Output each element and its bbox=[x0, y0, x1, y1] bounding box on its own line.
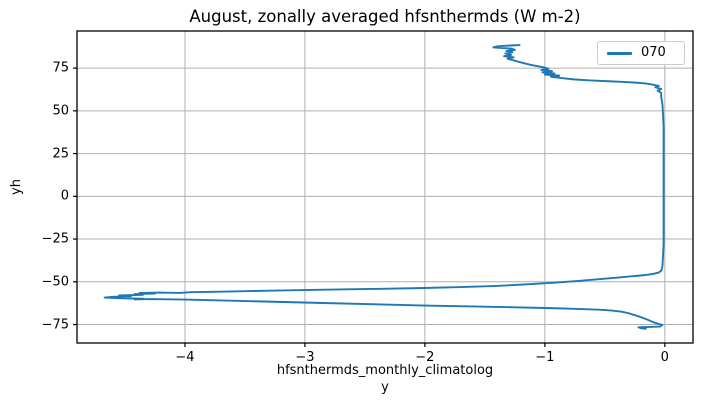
x-axis-label: hfsnthermds_monthly_climatolog y bbox=[77, 362, 693, 396]
y-axis-label: yh bbox=[9, 179, 24, 195]
y-tick-label: −75 bbox=[41, 317, 69, 333]
axes-spines bbox=[76, 30, 694, 344]
legend-entry-label: 070 bbox=[641, 45, 666, 60]
y-tick-label: 0 bbox=[60, 188, 69, 204]
x-axis-label-line1: hfsnthermds_monthly_climatolog bbox=[276, 363, 494, 378]
y-tick-label: 50 bbox=[52, 103, 69, 119]
series-070-line bbox=[103, 44, 665, 330]
x-tick-label: −3 bbox=[295, 350, 315, 365]
y-tick-label: −25 bbox=[41, 231, 69, 247]
y-tick-label: 75 bbox=[52, 60, 69, 76]
x-tick-label: −1 bbox=[535, 350, 555, 365]
y-tick-label: 25 bbox=[52, 146, 69, 162]
x-tick-label: −2 bbox=[415, 350, 435, 365]
y-tick-label: −50 bbox=[41, 274, 69, 290]
legend: 070 bbox=[597, 41, 685, 65]
chart-title: August, zonally averaged hfsnthermds (W … bbox=[189, 7, 581, 26]
x-tick-label: −4 bbox=[175, 350, 195, 365]
x-axis-label-line2: y bbox=[381, 380, 389, 395]
x-tick-label: 0 bbox=[660, 350, 669, 365]
legend-line-sample bbox=[607, 51, 632, 55]
